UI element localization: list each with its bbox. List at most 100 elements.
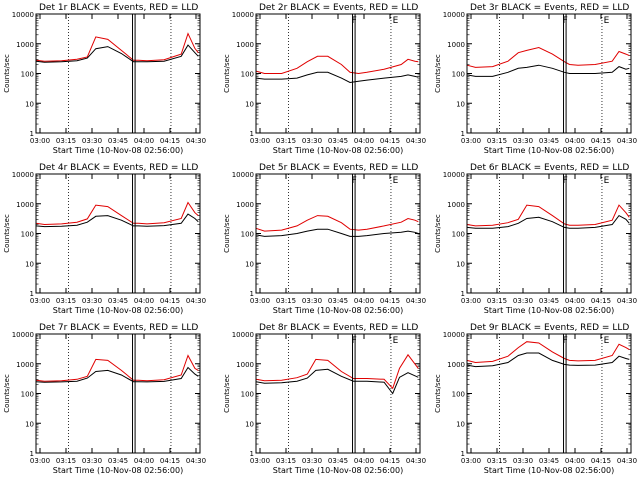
lld-series-line	[466, 341, 630, 364]
x-tick-label: 04:30	[186, 297, 206, 305]
detector-panel-1: Det 1r BLACK = Events, RED = LLD Counts/s…	[3, 3, 206, 155]
y-tick-label: 10000	[232, 331, 254, 339]
events-series-line	[35, 44, 199, 63]
x-tick-label: 04:30	[617, 457, 637, 465]
detector-panel-8: Det 8r BLACK = Events, RED = LLD Counts/s…	[223, 323, 426, 475]
detector-panel-9: Det 9r BLACK = Events, RED = LLD Counts/s…	[434, 323, 637, 475]
x-tick-label: 04:15	[591, 297, 611, 305]
x-tick-label: 03:30	[302, 457, 322, 465]
y-tick-label: 10000	[12, 171, 34, 179]
events-series-line	[255, 228, 419, 237]
x-tick-label: 04:15	[591, 457, 611, 465]
marker-label: F	[352, 176, 357, 186]
x-tick-label: 03:45	[539, 297, 559, 305]
x-tick-label: 03:45	[539, 137, 559, 145]
y-tick-label: 1	[30, 290, 34, 298]
lld-series-line	[35, 201, 199, 226]
panel-title: Det 2r BLACK = Events, RED = LLD	[259, 3, 418, 13]
x-tick-label: 04:00	[354, 137, 374, 145]
x-tick-label: 04:30	[186, 457, 206, 465]
x-tick-label: 04:30	[617, 137, 637, 145]
y-tick-label: 10	[456, 420, 465, 428]
panel-title: Det 5r BLACK = Events, RED = LLD	[259, 163, 418, 173]
x-tick-label: 04:15	[380, 457, 400, 465]
x-tick-label: 04:15	[380, 137, 400, 145]
x-tick-label: 03:45	[108, 297, 128, 305]
x-axis-label: Start Time (10-Nov-08 02:56:00)	[273, 146, 403, 155]
marker-label: F	[563, 336, 568, 346]
y-tick-label: 10000	[443, 11, 465, 19]
y-axis-label: Counts/sec	[3, 214, 11, 253]
x-tick-label: 03:30	[513, 137, 533, 145]
y-tick-label: 10000	[443, 171, 465, 179]
y-tick-label: 100	[452, 71, 465, 79]
y-tick-label: 1000	[447, 201, 465, 209]
y-tick-label: 10	[25, 100, 34, 108]
y-tick-label: 10	[245, 100, 254, 108]
x-tick-label: 04:00	[134, 137, 154, 145]
marker-label: E	[393, 336, 399, 346]
x-tick-label: 04:30	[406, 137, 426, 145]
x-tick-label: 03:15	[487, 457, 507, 465]
y-tick-label: 1	[461, 290, 465, 298]
x-tick-label: 03:15	[56, 457, 76, 465]
plot-frame	[35, 13, 201, 134]
marker-label: E	[604, 16, 610, 26]
y-tick-label: 1	[250, 130, 254, 138]
x-tick-label: 03:15	[487, 137, 507, 145]
marker-label: E	[393, 176, 399, 186]
events-series-line	[255, 71, 419, 84]
x-axis-label: Start Time (10-Nov-08 02:56:00)	[53, 146, 183, 155]
x-axis-label: Start Time (10-Nov-08 02:56:00)	[53, 306, 183, 315]
plot-frame	[466, 173, 632, 294]
panel-title: Det 1r BLACK = Events, RED = LLD	[39, 3, 198, 13]
y-tick-label: 1000	[16, 361, 34, 369]
x-tick-label: 03:45	[108, 137, 128, 145]
panel-title: Det 7r BLACK = Events, RED = LLD	[39, 323, 198, 333]
events-series-line	[466, 352, 630, 368]
x-axis-label: Start Time (10-Nov-08 02:56:00)	[484, 146, 614, 155]
x-tick-label: 04:00	[354, 297, 374, 305]
panel-title: Det 8r BLACK = Events, RED = LLD	[259, 323, 418, 333]
marker-label: E	[393, 16, 399, 26]
x-axis-label: Start Time (10-Nov-08 02:56:00)	[273, 306, 403, 315]
y-tick-label: 100	[452, 231, 465, 239]
y-axis-label: Counts/sec	[223, 374, 231, 413]
y-tick-label: 10	[25, 420, 34, 428]
y-tick-label: 10000	[12, 331, 34, 339]
x-tick-label: 03:15	[276, 137, 296, 145]
y-tick-label: 1000	[16, 201, 34, 209]
detector-panel-2: Det 2r BLACK = Events, RED = LLD Counts/s…	[223, 3, 426, 155]
y-axis-label: Counts/sec	[223, 214, 231, 253]
y-tick-label: 100	[21, 391, 34, 399]
panel-title: Det 6r BLACK = Events, RED = LLD	[470, 163, 629, 173]
x-axis-label: Start Time (10-Nov-08 02:56:00)	[273, 466, 403, 475]
y-tick-label: 1000	[236, 41, 254, 49]
x-tick-label: 04:00	[134, 457, 154, 465]
y-tick-label: 100	[241, 71, 254, 79]
x-tick-label: 03:45	[328, 457, 348, 465]
marker-label: F	[563, 16, 568, 26]
x-tick-label: 03:15	[56, 137, 76, 145]
x-tick-label: 03:45	[539, 457, 559, 465]
y-tick-label: 1000	[447, 361, 465, 369]
detector-panel-5: Det 5r BLACK = Events, RED = LLD Counts/s…	[223, 163, 426, 315]
y-tick-label: 100	[452, 391, 465, 399]
x-tick-label: 03:00	[250, 297, 270, 305]
y-tick-label: 10	[245, 420, 254, 428]
y-axis-label: Counts/sec	[434, 214, 442, 253]
y-tick-label: 100	[21, 231, 34, 239]
y-axis-label: Counts/sec	[434, 54, 442, 93]
x-tick-label: 04:00	[565, 457, 585, 465]
plot-frame	[35, 173, 201, 294]
y-tick-label: 100	[241, 231, 254, 239]
plot-frame	[255, 333, 421, 454]
x-tick-label: 03:45	[108, 457, 128, 465]
x-tick-label: 03:30	[82, 297, 102, 305]
x-tick-label: 03:15	[56, 297, 76, 305]
x-axis-label: Start Time (10-Nov-08 02:56:00)	[53, 466, 183, 475]
plot-frame	[255, 173, 421, 294]
x-tick-label: 03:00	[30, 137, 50, 145]
y-axis-label: Counts/sec	[3, 54, 11, 93]
